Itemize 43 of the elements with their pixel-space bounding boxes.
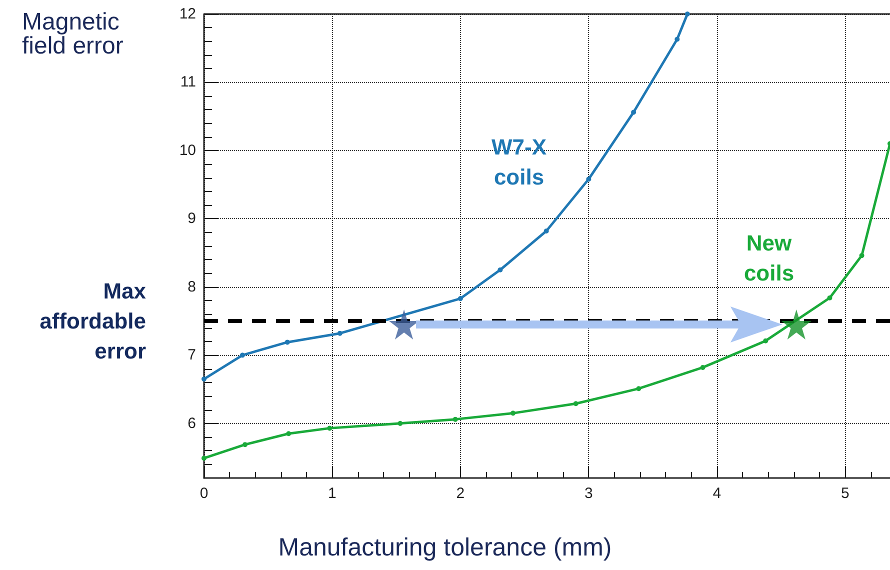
point <box>544 228 549 234</box>
ref-line-label: Max affordable error <box>40 278 147 364</box>
x-tick-label: 0 <box>200 485 208 502</box>
point <box>240 352 245 358</box>
point <box>337 330 342 336</box>
y-tick-label: 12 <box>179 6 196 22</box>
point <box>586 176 592 182</box>
point <box>286 431 292 436</box>
y-tick-label: 9 <box>188 210 196 228</box>
point <box>674 36 680 42</box>
x-tick-label: 2 <box>456 485 465 502</box>
point <box>452 416 458 422</box>
point <box>573 401 578 406</box>
point <box>327 426 332 431</box>
y-tick-label: 6 <box>188 414 196 432</box>
point <box>398 420 403 426</box>
point <box>458 296 463 302</box>
point <box>631 110 636 115</box>
annotation: New coils <box>744 230 794 286</box>
point <box>284 340 290 345</box>
x-tick-label: 1 <box>328 485 336 502</box>
x-tick-label: 3 <box>584 485 593 502</box>
x-axis-title: Manufacturing tolerance (mm) <box>278 534 612 562</box>
point <box>202 376 206 382</box>
x-tick-label: 5 <box>840 485 850 502</box>
point <box>510 410 516 416</box>
y-tick-label: 7 <box>188 346 196 364</box>
y-tick-label: 11 <box>180 74 196 91</box>
annotation: W7-X coils <box>492 134 547 190</box>
point <box>636 386 642 392</box>
x-tick-label: 4 <box>712 485 722 502</box>
point <box>498 267 503 272</box>
point <box>859 253 864 258</box>
y-tick-label: 10 <box>179 142 196 159</box>
point <box>827 295 832 300</box>
point <box>763 338 768 344</box>
y-axis-title: Magnetic field error <box>22 8 124 60</box>
point <box>781 309 812 340</box>
point <box>684 12 690 16</box>
point <box>242 442 248 448</box>
point <box>202 456 206 461</box>
y-tick-label: 8 <box>188 278 196 296</box>
point <box>700 364 706 370</box>
